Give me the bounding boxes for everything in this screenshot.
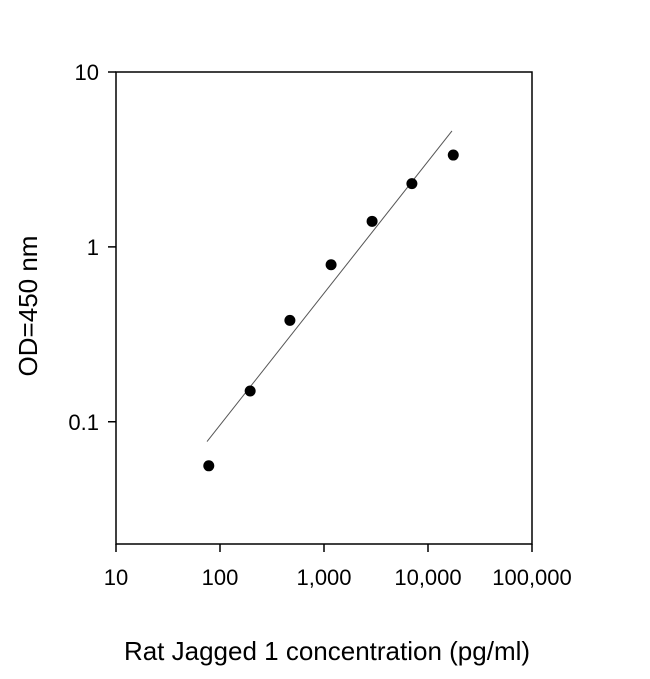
data-point (284, 314, 296, 326)
x-axis-label: Rat Jagged 1 concentration (pg/ml) (124, 636, 530, 666)
plot-frame (115, 71, 533, 545)
data-point (406, 178, 418, 190)
x-tick-label: 100,000 (492, 565, 572, 590)
x-tick-label: 10,000 (394, 565, 461, 590)
y-tick-label: 1 (87, 235, 99, 260)
data-point (366, 215, 378, 227)
data-points (203, 149, 459, 472)
data-point (244, 385, 256, 397)
data-point (447, 149, 459, 161)
x-tick-label: 100 (202, 565, 239, 590)
fit-line (206, 130, 453, 442)
x-axis-ticks: 10 100 1,000 10,000 100,000 (104, 544, 572, 590)
data-point (325, 259, 337, 271)
y-tick-label: 0.1 (68, 410, 99, 435)
fit-line-group (206, 130, 453, 442)
y-axis-ticks: 0.1 1 10 (68, 60, 116, 435)
x-tick-label: 10 (104, 565, 128, 590)
x-tick-label: 1,000 (296, 565, 351, 590)
y-tick-label: 10 (75, 60, 99, 85)
y-axis-label: OD=450 nm (13, 236, 43, 377)
data-point (203, 460, 215, 472)
